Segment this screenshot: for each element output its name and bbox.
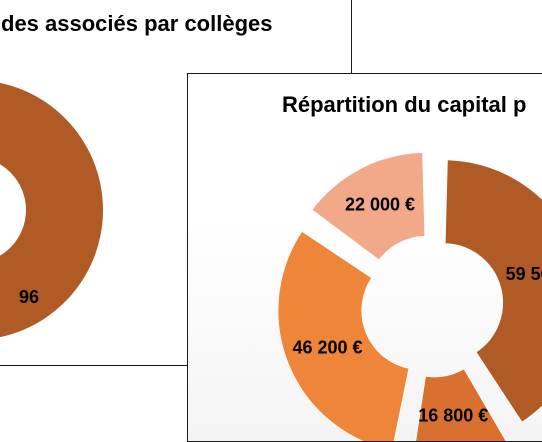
donut-segment bbox=[311, 151, 426, 261]
associes-donut-chart: 96 bbox=[0, 82, 103, 338]
capital-donut-chart: 59 500 € 16 800 € 46 200 € 22 000 € bbox=[277, 151, 542, 441]
donut-segment bbox=[444, 159, 542, 423]
donut-data-label: 22 000 € bbox=[345, 194, 415, 214]
donut-data-label: 59 500 € bbox=[506, 264, 542, 284]
associes-chart-title: des associés par collèges bbox=[1, 11, 273, 36]
donut-segment bbox=[415, 368, 507, 441]
donut-data-label: 46 200 € bbox=[292, 338, 362, 358]
capital-chart-panel: Répartition du capital p 59 500 € 16 800 … bbox=[187, 73, 542, 442]
donut-segment bbox=[0, 82, 103, 338]
donut-data-label: 16 800 € bbox=[418, 406, 488, 426]
capital-chart-title: Répartition du capital p bbox=[282, 92, 527, 117]
donut-data-label: 96 bbox=[19, 287, 39, 307]
donut-segment bbox=[277, 230, 410, 441]
